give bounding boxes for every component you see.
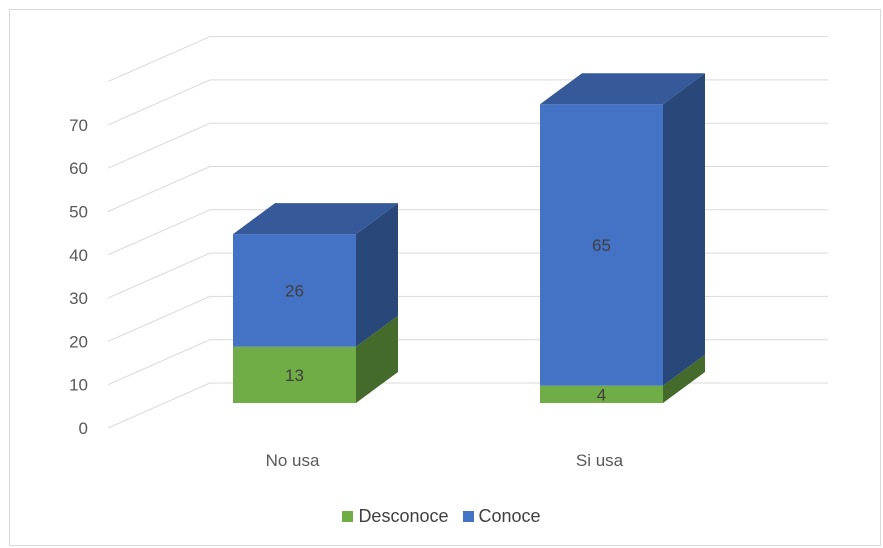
data-label-si-usa-desconoce: 4 [597, 385, 606, 404]
legend-swatch-desconoce [342, 510, 354, 522]
gridline-depth-60 [107, 122, 211, 169]
data-label-no-usa-desconoce: 13 [285, 366, 304, 385]
bar-top-si-usa [540, 73, 705, 105]
gridline-depth-80 [107, 36, 211, 83]
y-tick-label-50: 50 [69, 203, 88, 222]
legend-item-desconoce: Desconoce [342, 505, 449, 527]
gridline-depth-20 [107, 295, 211, 342]
bar-side-si-usa-desconoce [663, 354, 705, 403]
y-tick-label-70: 70 [69, 116, 88, 135]
gridline-depth-10 [107, 339, 211, 386]
gridline-depth-0 [107, 382, 211, 429]
bar-no-usa-desconoce [233, 346, 356, 403]
gridline-depth-30 [107, 252, 211, 299]
bar-si-usa-desconoce [540, 385, 663, 403]
legend-item-conoce: Conoce [462, 505, 541, 527]
gridline-depth-50 [107, 166, 211, 212]
legend-swatch-conoce [462, 510, 474, 522]
bar-side-no-usa-desconoce [356, 315, 398, 403]
bar-no-usa-conoce [233, 234, 356, 347]
data-label-si-usa-conoce: 65 [592, 236, 611, 255]
data-label-no-usa-conoce: 26 [285, 281, 304, 300]
y-tick-label-60: 60 [69, 159, 88, 178]
gridline-depth-70 [107, 79, 211, 126]
x-tick-label-si-usa: Si usa [576, 451, 624, 470]
y-tick-label-30: 30 [69, 289, 88, 308]
gridline-depth-40 [107, 209, 211, 256]
y-tick-label-10: 10 [69, 376, 88, 395]
y-tick-label-20: 20 [69, 332, 88, 351]
y-tick-label-40: 40 [69, 246, 88, 265]
legend: Desconoce Conoce [0, 503, 883, 529]
x-tick-label-no-usa: No usa [266, 451, 320, 470]
bar-side-si-usa-conoce [663, 73, 705, 386]
bar-si-usa-conoce [540, 104, 663, 386]
bar-top-no-usa [233, 203, 398, 235]
legend-label-conoce: Conoce [478, 505, 541, 526]
bar-side-no-usa-conoce [356, 203, 398, 347]
y-tick-label-0: 0 [79, 419, 88, 438]
legend-label-desconoce: Desconoce [358, 505, 449, 526]
